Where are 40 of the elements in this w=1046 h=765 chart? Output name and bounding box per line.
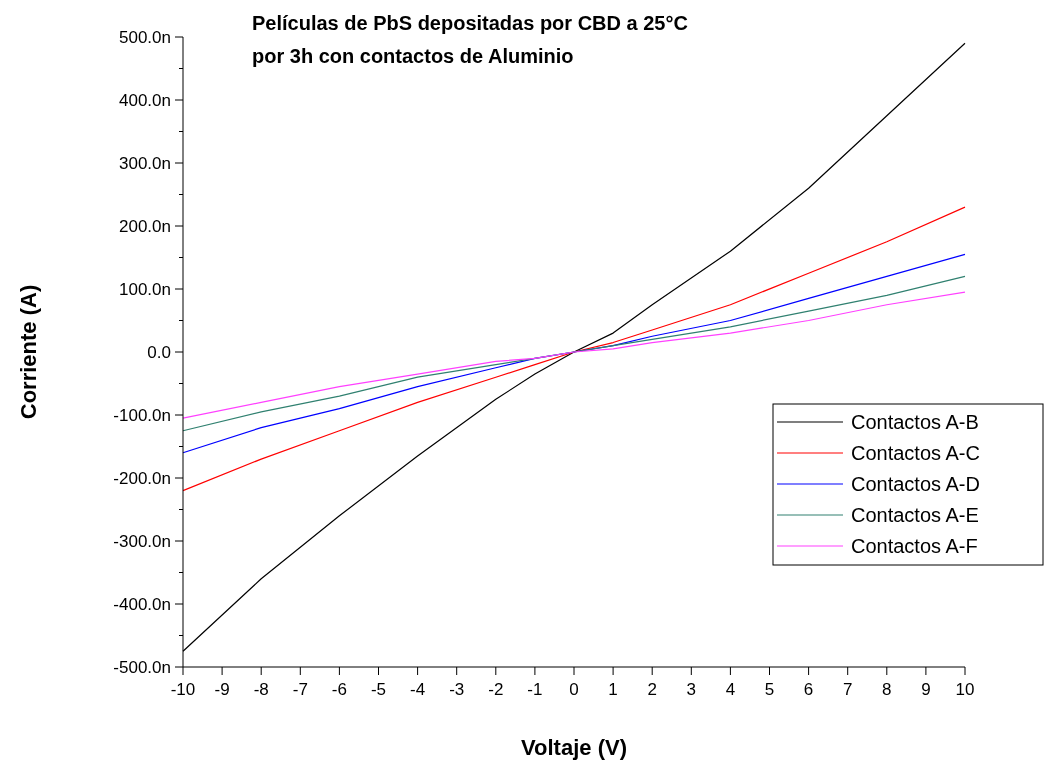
x-tick-label: 9 <box>921 680 931 699</box>
x-tick-label: -4 <box>410 680 426 699</box>
y-tick-label: 400.0n <box>119 90 171 110</box>
legend-label: Contactos A-F <box>851 535 978 557</box>
x-tick-label: 7 <box>842 680 853 699</box>
x-tick-label: 8 <box>882 680 892 699</box>
x-tick-label: 10 <box>955 680 975 699</box>
chart-title: Películas de PbS depositadas por CBD a 25°C por 3h con contactos de Aluminio <box>252 12 688 67</box>
legend-label: Contactos A-D <box>851 473 980 495</box>
x-tick-label: 5 <box>764 680 775 699</box>
x-tick-label: -10 <box>170 680 196 699</box>
y-tick-label: 0.0 <box>147 342 171 362</box>
y-tick-label: 300.0n <box>119 153 171 173</box>
y-tick-label: -500.0n <box>113 657 171 677</box>
x-tick-label: -5 <box>370 680 387 699</box>
x-tick-label: -3 <box>449 680 465 699</box>
x-tick-label: -1 <box>527 680 543 699</box>
y-tick-label: 100.0n <box>119 279 171 299</box>
x-tick-label: -8 <box>253 680 269 699</box>
x-tick-label: 0 <box>569 680 579 699</box>
x-axis-title: Voltaje (V) <box>521 735 627 760</box>
x-tick-label: -7 <box>292 680 308 699</box>
y-tick-label: -200.0n <box>113 468 171 488</box>
y-tick-label: 500.0n <box>119 27 171 47</box>
y-tick-label: -300.0n <box>113 531 171 551</box>
legend-label: Contactos A-C <box>851 442 980 464</box>
y-tick-label: 200.0n <box>119 216 171 236</box>
y-axis-title: Corriente (A) <box>16 284 41 420</box>
x-tick-label: 3 <box>686 680 697 699</box>
x-tick-label: 6 <box>803 680 814 699</box>
y-tick-label: -400.0n <box>113 594 171 614</box>
x-tick-label: 2 <box>647 680 657 699</box>
legend-label: Contactos A-E <box>851 504 979 526</box>
y-tick-label: -100.0n <box>113 405 171 425</box>
x-tick-label: 1 <box>608 680 618 699</box>
x-tick-label: -2 <box>488 680 504 699</box>
legend-label: Contactos A-B <box>851 411 979 433</box>
x-tick-label: -6 <box>331 680 347 699</box>
x-tick-label: -9 <box>214 680 230 699</box>
x-tick-label: 4 <box>725 680 736 699</box>
